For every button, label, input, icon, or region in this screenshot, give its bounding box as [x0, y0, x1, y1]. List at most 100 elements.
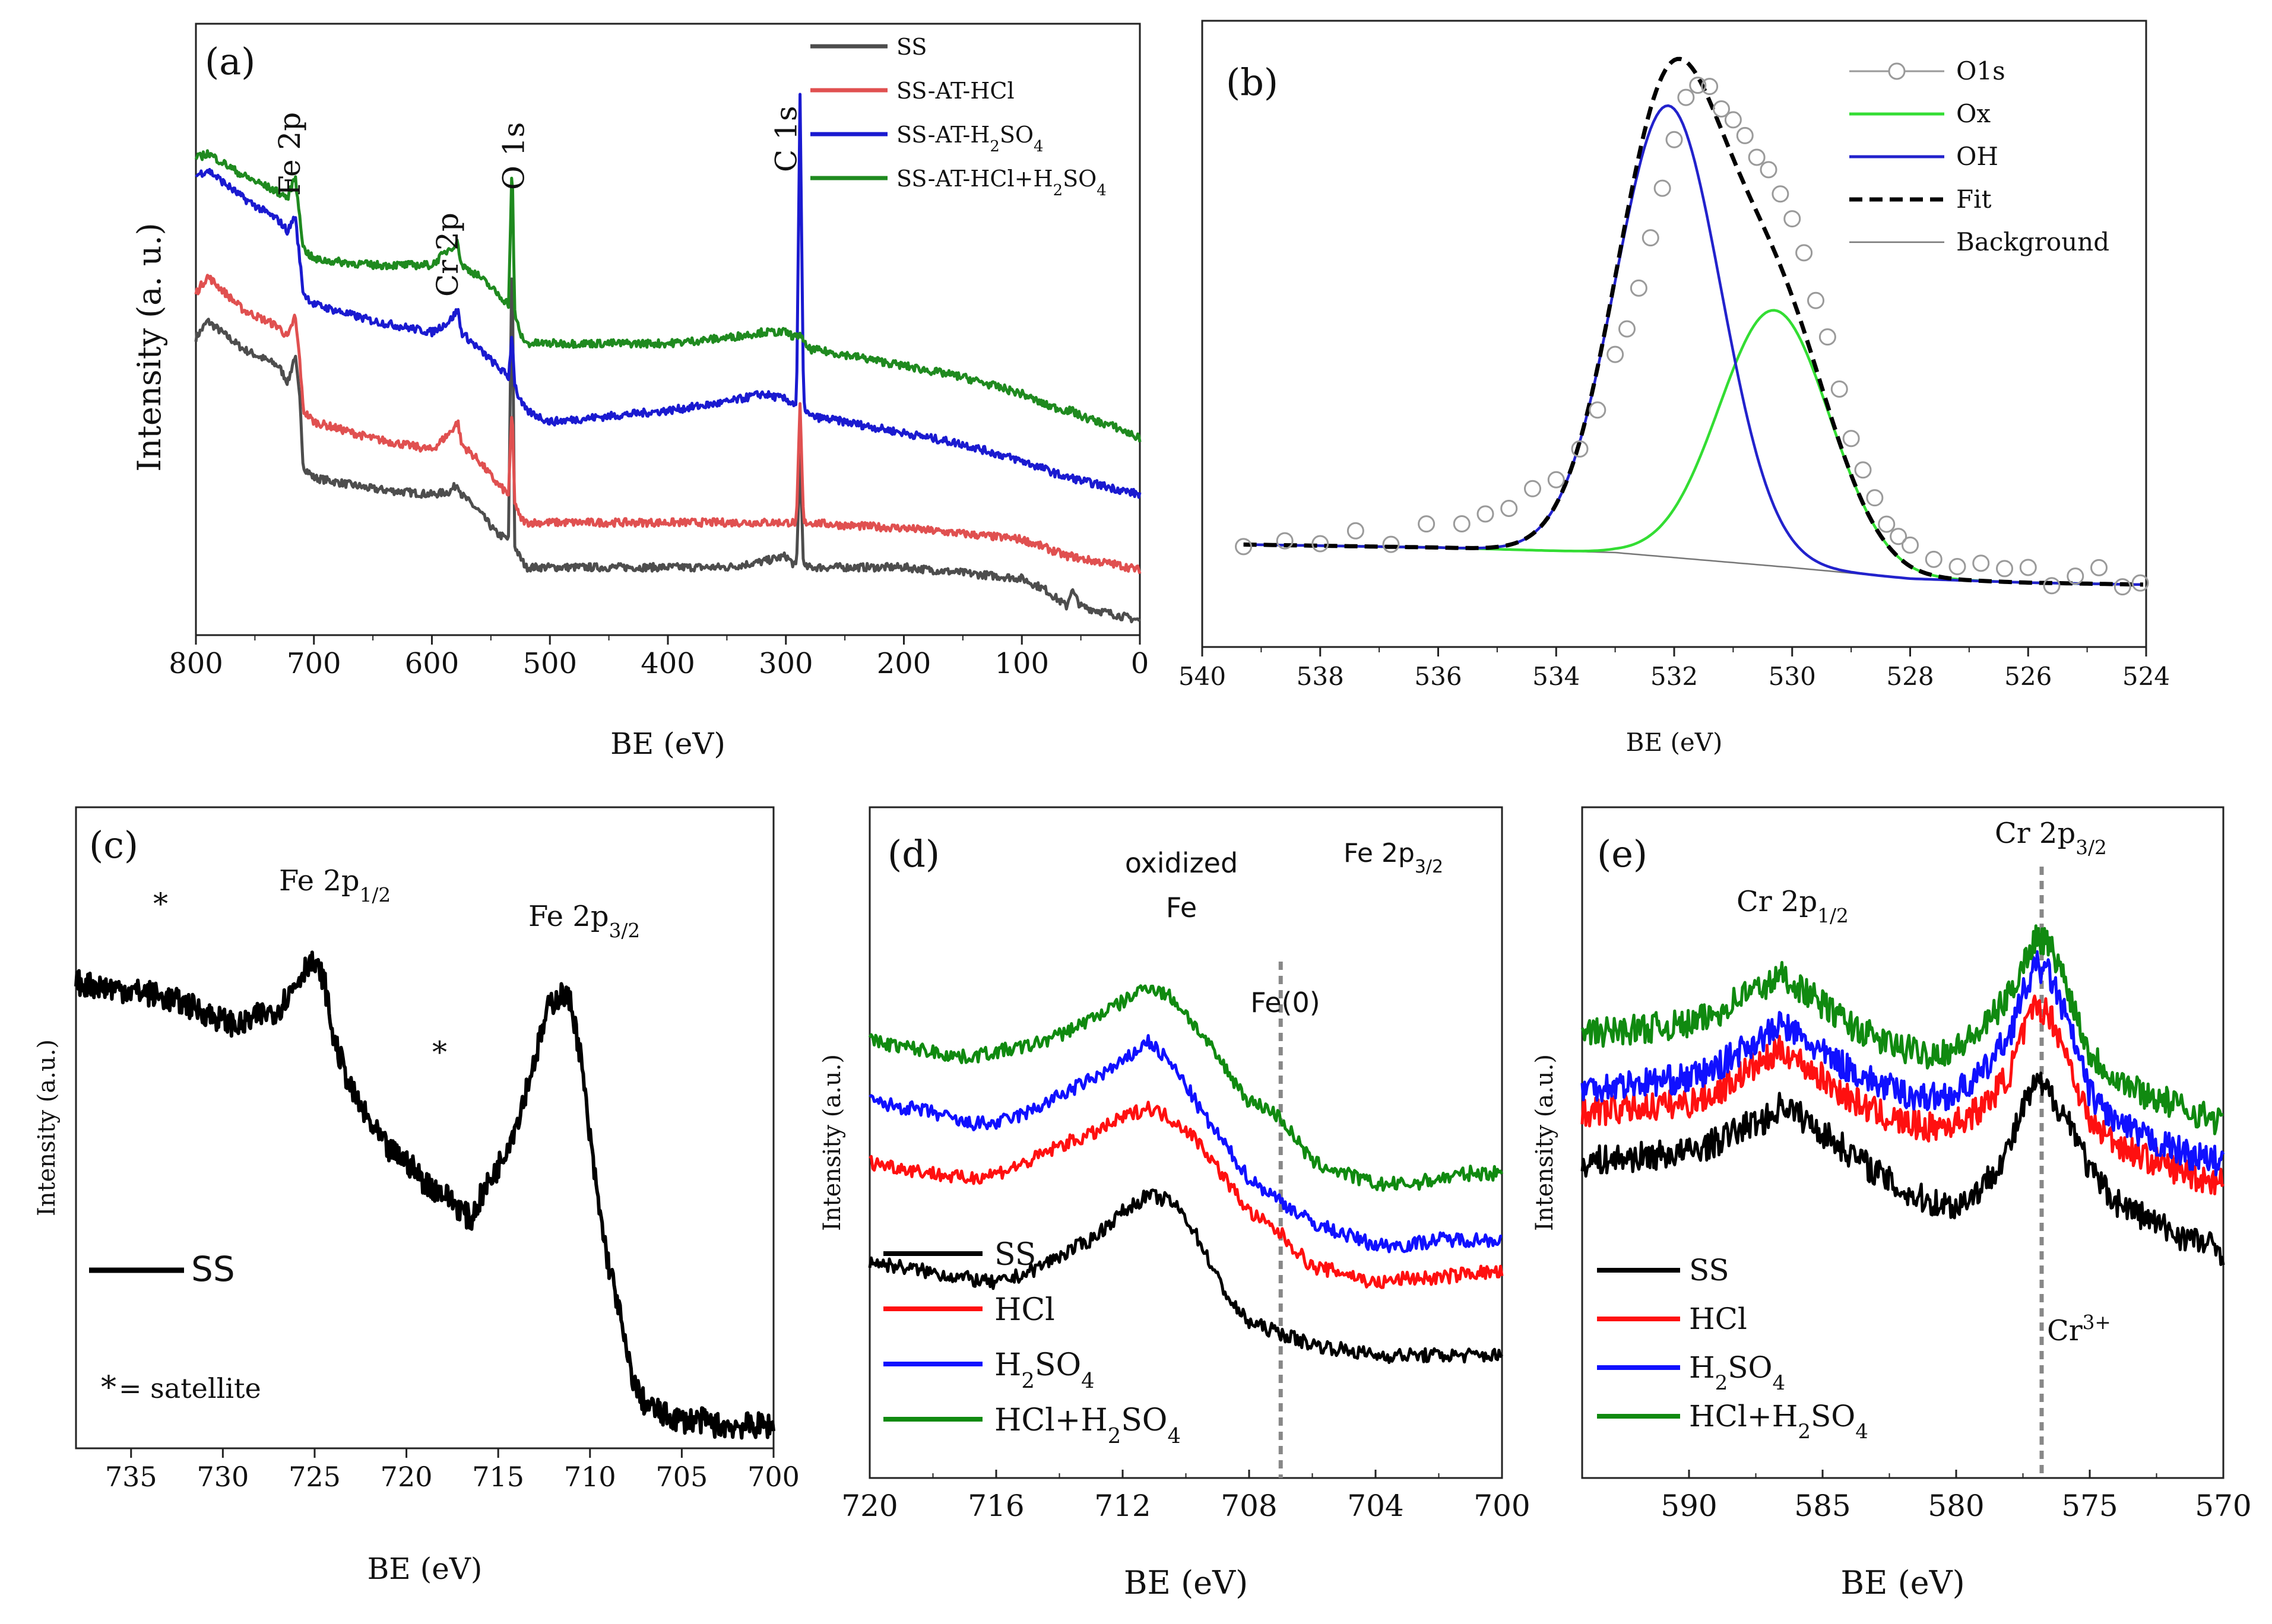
legend-label: SS [896, 34, 927, 60]
x-tick-label: 720 [841, 1489, 898, 1523]
o1s-marker [1311, 535, 1329, 553]
legend-label: SS [994, 1237, 1036, 1273]
panel-d-lines [868, 984, 1504, 1364]
x-tick-label: 538 [1297, 662, 1344, 691]
series-line-SS [74, 950, 775, 1440]
label-part: 2 [1798, 1420, 1811, 1444]
o1s-marker [2090, 559, 2108, 576]
region-label: Fe 2p3/2 [1343, 838, 1443, 877]
x-tick-label: 400 [641, 647, 695, 680]
series-line-SS [868, 1188, 1503, 1364]
o1s-marker [1618, 320, 1636, 338]
panel-a-ylabel: Intensity (a. u.) [131, 223, 168, 472]
panel-e-letter: (e) [1597, 832, 1647, 876]
panel-a-xlabel: BE (eV) [610, 727, 725, 761]
x-tick-label: 704 [1347, 1489, 1403, 1523]
o1s-marker [1925, 550, 1943, 568]
label-part: Fe 2p [1343, 838, 1415, 868]
x-tick-label: 500 [522, 647, 577, 680]
o1s-marker [1665, 131, 1683, 148]
label-part: 2 [1021, 1369, 1035, 1393]
x-tick-label: 534 [1532, 662, 1580, 691]
panel-c-letter: (c) [89, 823, 138, 867]
peak-label-o1s: O 1s [497, 122, 531, 190]
o1s-marker [2043, 577, 2061, 595]
x-tick-label: 600 [405, 647, 460, 680]
x-tick-label: 200 [877, 647, 931, 680]
panel-e-lines [1580, 924, 2225, 1266]
x-tick-label: 540 [1178, 662, 1226, 691]
x-tick-label: 590 [1661, 1489, 1717, 1523]
o1s-marker [1996, 560, 2013, 578]
x-tick-label: 716 [968, 1489, 1024, 1523]
label-part: 4 [1167, 1424, 1181, 1448]
legend-label: H2SO4 [994, 1347, 1095, 1393]
o1s-marker [2131, 574, 2149, 592]
label-part: SS-AT-H [896, 122, 990, 148]
panel-d-xlabel: BE (eV) [1124, 1564, 1248, 1601]
x-tick-label: 575 [2061, 1489, 2118, 1523]
label-part: 4 [1034, 138, 1043, 156]
legend-label: SS-AT-HCl+H2SO4 [896, 166, 1107, 199]
o1s-marker [1547, 471, 1565, 489]
legend-label: SS-AT-H2SO4 [896, 122, 1043, 156]
background-line [1243, 544, 2144, 586]
o1s-marker [1842, 430, 1860, 448]
label-part: 4 [1855, 1420, 1868, 1444]
panel-b-letter: (b) [1226, 61, 1278, 104]
o1s-marker [1854, 461, 1872, 479]
panel-b-frame [1201, 20, 2147, 648]
peak-label-fe2p12: Fe 2p1/2 [279, 864, 391, 906]
o1s-marker [1476, 505, 1494, 523]
satellite-mark: * [432, 1035, 447, 1070]
label-part: SO [1063, 166, 1097, 192]
x-tick-label: 705 [655, 1461, 708, 1493]
panel-e-ylabel: Intensity (a.u.) [1531, 1054, 1558, 1231]
o1s-marker [1772, 185, 1789, 203]
x-tick-label: 526 [2004, 662, 2052, 691]
o1s-marker [1783, 210, 1801, 228]
x-tick-label: 585 [1794, 1489, 1850, 1523]
legend-label: Fit [1956, 185, 1992, 214]
x-tick-label: 735 [105, 1461, 157, 1493]
label-part: SO [1811, 1399, 1855, 1433]
panel-c-ylabel: Intensity (a.u.) [33, 1039, 61, 1216]
peak-label-cr3plus: Cr3+ [2047, 1311, 2111, 1347]
label-part: 4 [1097, 182, 1106, 199]
legend-label: O1s [1956, 56, 2005, 85]
panel-d-letter: (d) [888, 832, 940, 876]
label-part: Fe 2p [279, 864, 360, 897]
o1s-marker [1972, 554, 1990, 572]
x-tick-label: 712 [1094, 1489, 1151, 1523]
x-tick-label: 725 [289, 1461, 341, 1493]
o1s-marker [1642, 229, 1659, 247]
x-tick-label: 524 [2122, 662, 2170, 691]
x-tick-label: 570 [2195, 1489, 2251, 1523]
satellite-mark: * [101, 1370, 116, 1406]
x-tick-label: 700 [287, 647, 341, 680]
label-part: SS-AT-HCl [896, 78, 1015, 104]
o1s-marker [1807, 291, 1824, 309]
x-tick-label: 532 [1650, 662, 1698, 691]
o1s-marker [1890, 528, 1907, 545]
oh-line [1243, 104, 2144, 586]
label-part: SO [1728, 1350, 1772, 1385]
legend-label: HCl [994, 1292, 1055, 1328]
label-part: 4 [1773, 1371, 1786, 1395]
o1s-marker [1701, 78, 1719, 96]
panel-e-xlabel: BE (eV) [1840, 1564, 1964, 1601]
series-line-HCl+H2SO4 [868, 984, 1504, 1192]
series-line-SS [1580, 1071, 2225, 1266]
label-part: 2 [990, 138, 999, 156]
legend-label: Ox [1956, 99, 1991, 128]
series-line-SS-AT-HCl+H2SO4 [194, 149, 1142, 443]
o1s-marker [1866, 489, 1884, 507]
panel-b-xlabel: BE (eV) [1626, 728, 1723, 757]
series-line-HCl [1580, 994, 2225, 1195]
x-tick-label: 700 [747, 1461, 800, 1493]
o1s-marker [1346, 522, 1364, 540]
label-part: 1/2 [1817, 905, 1849, 927]
x-tick-label: 300 [759, 647, 813, 680]
label-part: HCl+H [1689, 1399, 1798, 1433]
